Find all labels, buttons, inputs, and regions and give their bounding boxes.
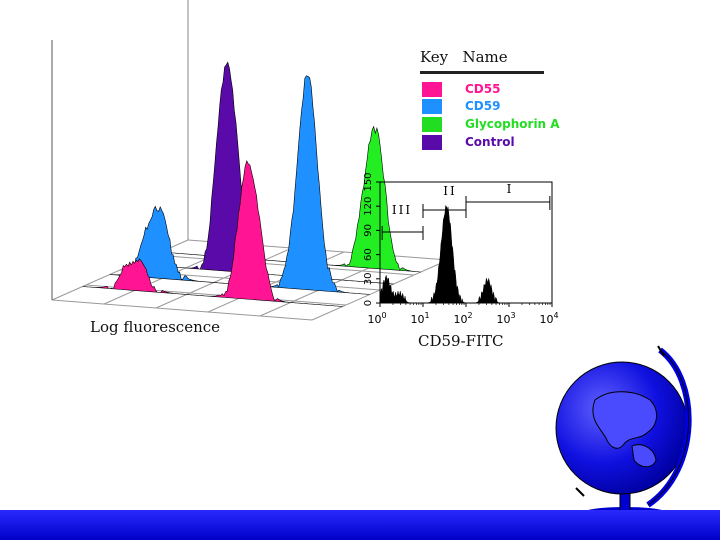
legend-item-cd59: CD59 — [422, 97, 500, 115]
histogram-x-axis-label: CD59-FITC — [418, 332, 504, 350]
y-tick-label: 0 — [363, 300, 374, 306]
y-tick-label: 90 — [363, 224, 374, 237]
legend-label: Glycophorin A — [465, 117, 560, 131]
gate-label: II — [443, 184, 456, 198]
y-tick-label: 150 — [363, 172, 374, 191]
histogram-3d-peaks — [82, 61, 421, 307]
histogram-3d-peak — [82, 160, 343, 307]
histogram-x-tick-labels: 100 101 102 103 104 — [367, 303, 559, 326]
y-tick-label: 120 — [363, 197, 374, 216]
legend-item-cd55: CD55 — [422, 80, 500, 98]
x-tick-label: 100 — [367, 311, 386, 326]
legend-label: Control — [465, 135, 515, 149]
footer-bar — [0, 510, 720, 540]
grid-line — [153, 254, 415, 276]
histogram-area — [379, 204, 552, 304]
x-tick-label: 103 — [496, 311, 515, 326]
histogram-3d-x-axis-label: Log fluorescence — [90, 318, 221, 336]
grid-line — [51, 299, 313, 321]
x-tick-label: 101 — [410, 311, 429, 326]
legend-title: Key Name — [420, 48, 508, 66]
legend-title-underline — [420, 71, 544, 74]
legend-item-glycophorin-a: Glycophorin A — [422, 115, 560, 133]
globe-icon — [555, 345, 692, 517]
y-tick-label: 30 — [363, 272, 374, 285]
legend-swatch — [422, 134, 442, 150]
legend-item-control: Control — [422, 133, 515, 151]
y-tick-label: 60 — [363, 248, 374, 261]
x-tick-label: 102 — [453, 311, 472, 326]
gate-label: I — [507, 182, 514, 196]
legend-swatch — [422, 81, 442, 97]
legend-label: CD55 — [465, 82, 501, 96]
gate-label: III — [392, 203, 412, 217]
legend-swatch — [422, 98, 442, 114]
legend-swatch — [422, 116, 442, 132]
legend-label: CD59 — [465, 99, 501, 113]
x-tick-label: 104 — [539, 311, 558, 326]
histogram-y-tick-labels: 0 30 60 90 120 150 — [363, 172, 380, 306]
